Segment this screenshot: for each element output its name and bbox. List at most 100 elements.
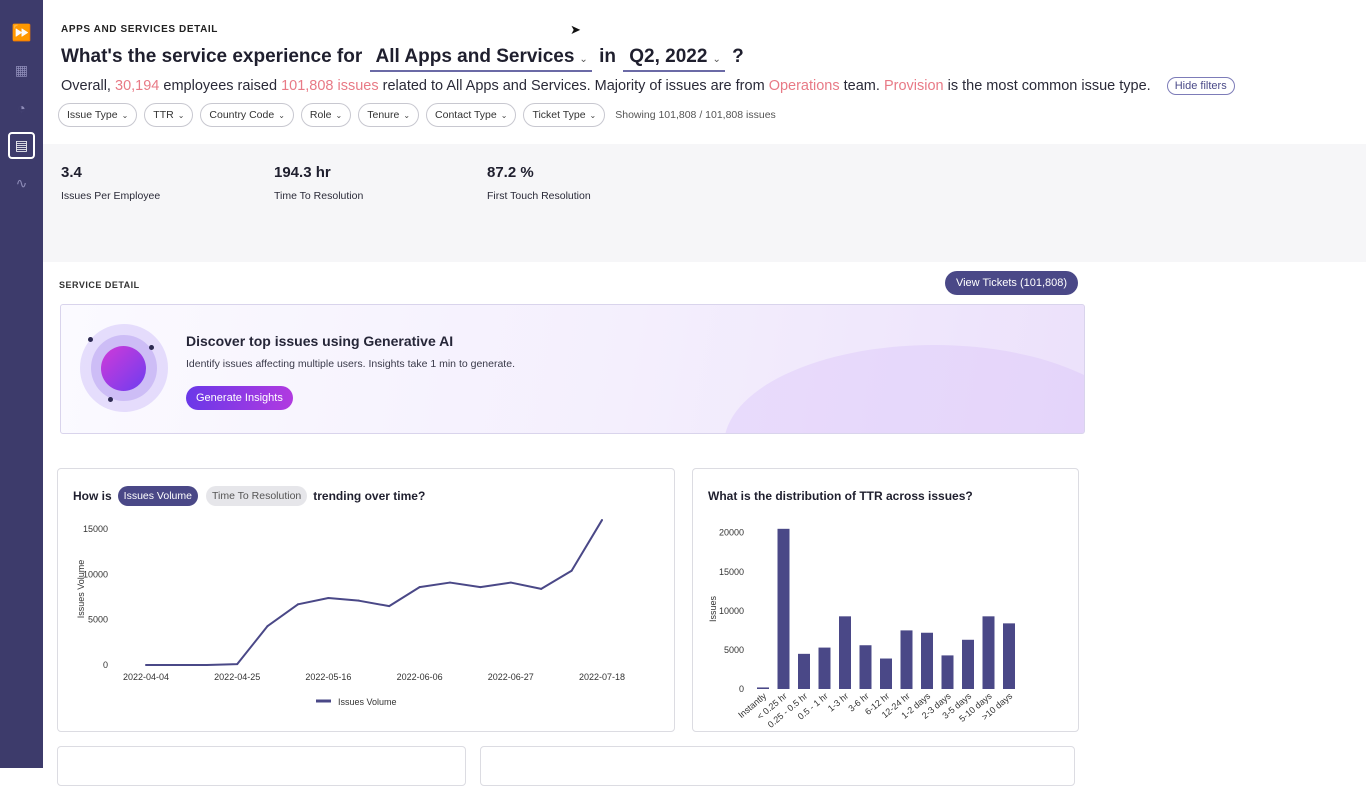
ttr-distribution-card: What is the distribution of TTR across i… — [692, 468, 1079, 732]
filter-tenure[interactable]: Tenure ⌄ — [358, 103, 420, 127]
y-axis-label: Issues Volume — [76, 560, 86, 619]
trend-question: How is Issues Volume Time To Resolution … — [73, 486, 425, 506]
distribution-question: What is the distribution of TTR across i… — [708, 489, 973, 503]
expand-icon[interactable]: ⏩ — [11, 24, 32, 42]
filter-contact-type[interactable]: Contact Type ⌄ — [426, 103, 517, 127]
summary-text: related to All Apps and Services. Majori… — [378, 77, 769, 94]
gauge-icon[interactable]: ◔ — [17, 99, 26, 116]
y-tick-label: 10000 — [83, 569, 108, 579]
bar-6 — [880, 658, 892, 689]
data-point — [205, 664, 208, 666]
decorative-wave — [724, 345, 1084, 433]
y-tick-label: 5000 — [724, 645, 744, 655]
filter-issue-type[interactable]: Issue Type ⌄ — [58, 103, 138, 127]
x-tick-label: 2022-04-04 — [123, 672, 169, 682]
lower-card-left — [57, 746, 466, 786]
chevron-down-icon: ⌄ — [712, 54, 721, 65]
generate-insights-button[interactable]: Generate Insights — [186, 386, 293, 410]
kpi-value: 194.3 hr — [274, 164, 331, 181]
data-point — [327, 596, 330, 599]
filter-label: Contact Type — [435, 109, 497, 121]
y-axis-label: Issues — [708, 595, 718, 622]
y-tick-label: 15000 — [719, 567, 744, 577]
issues-volume-toggle[interactable]: Issues Volume — [117, 486, 198, 506]
summary-text: team. — [839, 77, 884, 94]
x-tick-label: 2022-06-27 — [488, 672, 534, 682]
bar-8 — [921, 632, 933, 689]
employees-count: 30,194 — [115, 77, 160, 94]
chevron-down-icon: ⌄ — [403, 110, 411, 120]
kpi-strip: 3.4 Issues Per Employee 194.3 hr Time To… — [43, 144, 1366, 262]
kpi-time-to-resolution: 194.3 hr Time To Resolution — [274, 164, 363, 202]
y-tick-label: 20000 — [719, 528, 744, 538]
title-in: in — [599, 46, 616, 67]
kpi-label: Time To Resolution — [274, 190, 364, 202]
data-point — [175, 664, 178, 666]
trend-card: How is Issues Volume Time To Resolution … — [57, 468, 675, 732]
ai-orb-core — [101, 346, 146, 391]
filter-role[interactable]: Role ⌄ — [300, 103, 352, 127]
kpi-issues-per-employee: 3.4 Issues Per Employee — [61, 164, 160, 202]
filter-ttr[interactable]: TTR ⌄ — [144, 103, 194, 127]
hide-filters-button[interactable]: Hide filters — [1166, 77, 1235, 95]
chevron-down-icon: ⌄ — [278, 110, 285, 120]
data-point — [145, 664, 147, 666]
bar-12 — [1003, 623, 1015, 689]
issues-volume-line-chart: 0 5000 10000 15000 Issues Volume 2022-04-04 20… — [76, 519, 625, 707]
trend-icon[interactable]: ∿ — [15, 175, 28, 191]
orbit-dot-icon — [108, 397, 113, 402]
y-tick-label: 0 — [103, 660, 108, 670]
time-to-resolution-toggle[interactable]: Time To Resolution — [205, 486, 308, 506]
detail-icon[interactable]: ▤ — [8, 132, 35, 159]
service-select-value: All Apps and Services — [375, 46, 575, 67]
service-detail-title: SERVICE DETAIL — [59, 280, 140, 290]
filter-label: TTR — [153, 109, 174, 121]
x-tick-label: 2022-05-16 — [305, 672, 351, 682]
bar-7 — [900, 630, 913, 689]
period-select[interactable]: Q2, 2022 ⌄ — [623, 46, 725, 72]
chevron-down-icon: ⌄ — [589, 110, 597, 120]
chevron-down-icon: ⌄ — [177, 110, 185, 120]
title-prefix: What's the service experience for — [61, 46, 363, 67]
lower-card-right — [480, 746, 1075, 786]
showing-count: Showing 101,808 / 101,808 issues — [615, 109, 776, 121]
chevron-down-icon: ⌄ — [121, 110, 129, 120]
period-select-value: Q2, 2022 — [629, 46, 708, 67]
summary-sentence: Overall, 30,194 employees raised 101,808… — [61, 77, 1235, 95]
main-content: APPS AND SERVICES DETAIL ➤ What's the se… — [43, 0, 1366, 786]
filter-label: Issue Type — [67, 109, 118, 121]
bar-2 — [798, 653, 810, 689]
ai-card-subtitle: Identify issues affecting multiple users… — [186, 358, 515, 370]
bar-10 — [962, 639, 974, 689]
kpi-label: Issues Per Employee — [61, 190, 161, 202]
grid-icon[interactable]: ▦ — [14, 62, 29, 78]
chevron-down-icon: ⌄ — [335, 110, 343, 120]
filter-label: Ticket Type — [532, 109, 586, 121]
data-point — [297, 603, 299, 606]
data-point — [388, 605, 391, 608]
y-tick-label: 0 — [739, 684, 744, 694]
top-issue-type: Provision — [883, 77, 944, 94]
filter-bar: Issue Type ⌄ TTR ⌄ Country Code ⌄ Role ⌄ Ten… — [58, 103, 776, 127]
x-tick-label: 2022-04-25 — [214, 672, 260, 682]
title-suffix: ? — [732, 46, 744, 67]
bar-1 — [777, 528, 790, 689]
filter-label: Country Code — [209, 109, 275, 121]
filter-label: Tenure — [367, 109, 400, 121]
view-tickets-button[interactable]: View Tickets (101,808) — [945, 271, 1078, 295]
mouse-cursor-icon: ➤ — [570, 22, 581, 37]
ai-card-title: Discover top issues using Generative AI — [186, 333, 454, 349]
filter-ticket-type[interactable]: Ticket Type ⌄ — [523, 103, 606, 127]
orbit-dot-icon — [149, 345, 154, 350]
bar-3 — [818, 647, 831, 689]
y-tick-label: 10000 — [719, 606, 744, 616]
filter-country-code[interactable]: Country Code ⌄ — [200, 103, 294, 127]
issues-count: 101,808 issues — [281, 77, 379, 94]
chevron-down-icon: ⌄ — [579, 54, 588, 65]
service-select[interactable]: All Apps and Services ⌄ — [369, 46, 592, 72]
summary-text: Overall, — [61, 77, 115, 94]
trend-q-suffix: trending over time? — [313, 489, 426, 503]
legend-label: Issues Volume — [338, 697, 397, 707]
data-point — [601, 519, 603, 522]
